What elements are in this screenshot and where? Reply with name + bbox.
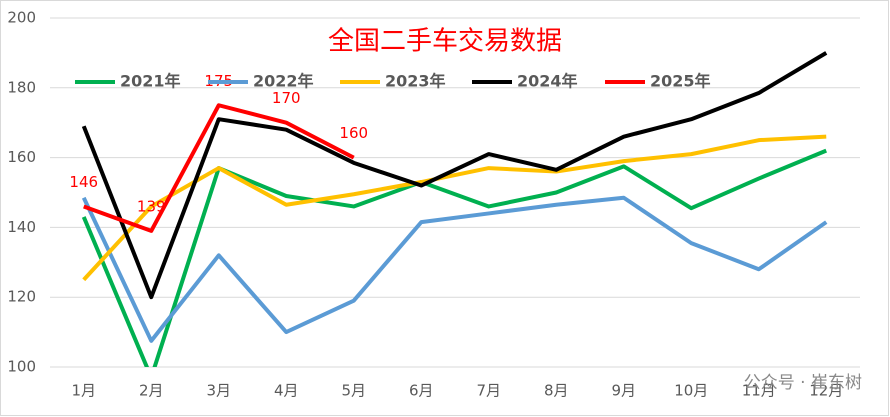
legend-label: 2024年	[517, 72, 578, 91]
data-label: 160	[339, 124, 368, 142]
watermark: 公众号 · 崔东树	[744, 373, 862, 393]
series-line	[81, 148, 828, 367]
legend-label: 2022年	[253, 72, 314, 91]
data-label: 170	[272, 89, 301, 107]
y-tick-label: 160	[7, 148, 36, 166]
x-tick-label: 10月	[674, 382, 708, 400]
x-tick-label: 11月	[742, 382, 776, 400]
x-tick-label: 12月	[809, 382, 843, 400]
series-line	[83, 103, 355, 233]
x-tick-label: 1月	[71, 382, 96, 400]
series-line	[81, 195, 828, 343]
legend-label: 2023年	[385, 72, 446, 91]
x-tick-label: 4月	[274, 382, 299, 400]
y-tick-label: 200	[7, 9, 36, 27]
series-line	[81, 51, 828, 300]
y-tick-label: 140	[7, 218, 36, 236]
legend-label: 2021年	[120, 72, 181, 91]
x-tick-label: 3月	[206, 382, 231, 400]
chart-title: 全国二手车交易数据	[328, 27, 562, 57]
x-tick-label: 7月	[476, 382, 501, 400]
data-label: 139	[137, 197, 166, 215]
y-tick-label: 100	[7, 358, 36, 376]
y-tick-label: 120	[7, 288, 36, 306]
legend-label: 2025年	[650, 72, 711, 91]
x-tick-label: 5月	[341, 382, 366, 400]
x-tick-label: 2月	[139, 382, 164, 400]
x-tick-label: 8月	[544, 382, 569, 400]
data-label: 146	[69, 173, 98, 191]
x-tick-label: 6月	[409, 382, 434, 400]
x-tick-label: 9月	[611, 382, 636, 400]
y-tick-label: 180	[7, 78, 36, 96]
series-line	[82, 134, 827, 282]
